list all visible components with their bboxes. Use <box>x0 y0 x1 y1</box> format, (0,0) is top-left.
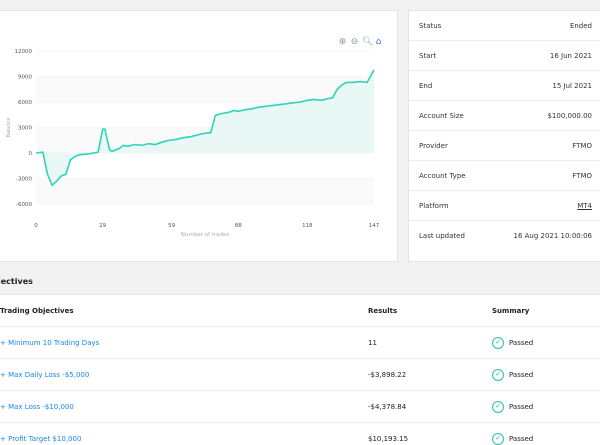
objective-link[interactable]: + Profit Target $10,000 <box>0 434 82 443</box>
objective-name: Max Loss -$10,000 <box>8 402 74 411</box>
y-axis-label: Balance <box>6 118 12 138</box>
objective-name: Profit Target $10,000 <box>8 434 82 443</box>
objective-summary: Passed <box>509 402 534 411</box>
grid-band <box>36 76 374 102</box>
y-tick-label: -6000 <box>16 202 32 208</box>
check-circle-icon: ✓ <box>492 400 504 413</box>
info-value: FTMO <box>572 141 592 150</box>
info-row-status: Status Ended <box>409 11 600 41</box>
x-tick-label: 147 <box>369 223 380 229</box>
info-label: Provider <box>419 141 448 150</box>
objective-link[interactable]: + Minimum 10 Trading Days <box>0 338 100 347</box>
table-row: + Max Daily Loss -$5,000 -$3,898.22 ✓ Pas… <box>0 359 600 391</box>
grid-band <box>36 178 374 204</box>
zoom-in-icon[interactable]: ⊕ <box>338 37 347 47</box>
header-trading-objectives: Trading Objectives <box>0 306 74 315</box>
info-row-last-updated: Last updated 16 Aug 2021 10:00:06 <box>409 221 600 251</box>
info-row-start: Start 16 Jun 2021 <box>409 41 600 71</box>
table-row: + Profit Target $10,000 $10,193.15 ✓ Pass… <box>0 423 600 445</box>
info-label: End <box>419 81 433 90</box>
objectives-section-title: jectives <box>0 277 33 286</box>
check-circle-icon: ✓ <box>492 336 504 349</box>
info-row-account-type: Account Type FTMO <box>409 161 600 191</box>
balance-line <box>35 69 375 187</box>
y-tick-label: -3000 <box>16 177 32 183</box>
home-icon[interactable]: ⌂ <box>375 37 382 47</box>
objective-link[interactable]: + Max Daily Loss -$5,000 <box>0 370 90 379</box>
objective-result: -$3,898.22 <box>368 370 407 379</box>
x-axis-label: Number of trades <box>181 232 230 238</box>
search-icon[interactable]: 🔍︎ <box>362 37 374 47</box>
info-value: 16 Jun 2021 <box>549 51 592 60</box>
check-circle-icon: ✓ <box>492 432 504 445</box>
info-value: 15 Jul 2021 <box>552 81 592 90</box>
info-value: 16 Aug 2021 10:00:06 <box>513 232 592 240</box>
info-row-end: End 15 Jul 2021 <box>409 71 600 101</box>
zoom-out-icon[interactable]: ⊖ <box>350 37 359 47</box>
objective-summary: Passed <box>509 434 534 443</box>
table-row: + Max Loss -$10,000 -$4,378.84 ✓ Passed <box>0 391 600 423</box>
info-value: Ended <box>569 21 592 30</box>
account-info-card: Status Ended Start 16 Jun 2021 End 15 Ju… <box>408 10 600 262</box>
objectives-table: Trading Objectives Results Summary + Min… <box>0 294 600 445</box>
x-tick-label: 29 <box>99 223 106 229</box>
x-tick-label: 88 <box>235 223 242 229</box>
y-tick-label: 3000 <box>18 126 32 132</box>
info-label: Account Size <box>419 111 464 120</box>
check-circle-icon: ✓ <box>492 368 504 381</box>
balance-chart-card: -6000 -3000 0 3000 6000 9000 12000 0 29 59 88 118 14… <box>0 10 398 262</box>
y-tick-label: 6000 <box>18 100 32 106</box>
table-header-row: Trading Objectives Results Summary <box>0 295 600 327</box>
info-label: Platform <box>419 201 449 210</box>
platform-link[interactable]: MT4 <box>577 201 592 210</box>
objective-summary: Passed <box>509 370 534 379</box>
info-label: Account Type <box>419 171 466 180</box>
objective-name: Max Daily Loss -$5,000 <box>8 370 90 379</box>
objective-name: Minimum 10 Trading Days <box>8 338 100 347</box>
x-tick-label: 59 <box>168 223 175 229</box>
info-label: Start <box>419 51 437 60</box>
objective-summary: Passed <box>509 338 534 347</box>
x-tick-label: 118 <box>302 223 313 229</box>
info-label: Status <box>419 21 442 30</box>
y-tick-label: 12000 <box>15 49 33 55</box>
header-summary: Summary <box>492 306 530 315</box>
info-row-provider: Provider FTMO <box>409 131 600 161</box>
y-tick-label: 0 <box>29 151 33 157</box>
header-results: Results <box>368 306 398 315</box>
info-label: Last updated <box>419 232 465 240</box>
chart-toolbar: ⊕ ⊖ 🔍︎ ⌂ <box>338 38 383 47</box>
objective-result: -$4,378.84 <box>368 402 407 411</box>
info-row-account-size: Account Size $100,000.00 <box>409 101 600 131</box>
info-value: FTMO <box>572 171 592 180</box>
x-tick-label: 0 <box>34 223 38 229</box>
objective-result: 11 <box>368 338 377 347</box>
y-tick-label: 9000 <box>18 75 32 81</box>
balance-area <box>36 69 374 186</box>
objective-result: $10,193.15 <box>368 434 409 443</box>
balance-chart: -6000 -3000 0 3000 6000 9000 12000 0 29 59 88 118 14… <box>6 49 380 238</box>
info-row-platform: Platform MT4 <box>409 191 600 221</box>
objective-link[interactable]: + Max Loss -$10,000 <box>0 402 74 411</box>
info-value: $100,000.00 <box>547 111 592 120</box>
table-row: + Minimum 10 Trading Days 11 ✓ Passed <box>0 327 600 359</box>
